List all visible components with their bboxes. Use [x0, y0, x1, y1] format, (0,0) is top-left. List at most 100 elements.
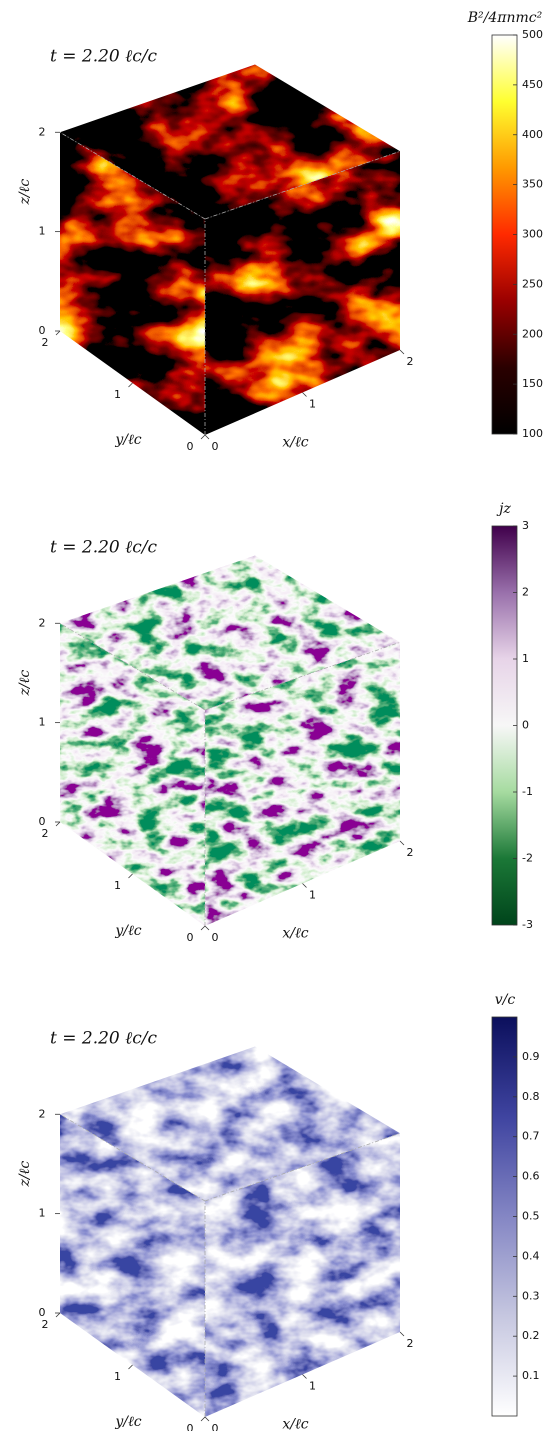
axis-tick — [200, 1416, 206, 1422]
axis-tick-label: 0 — [212, 931, 219, 944]
x-axis-label: x/ℓc — [282, 1417, 308, 1431]
axis-tick-label: 1 — [309, 889, 316, 902]
colorbar — [491, 1016, 518, 1417]
panel-title: t = 2.20 ℓc/c — [50, 538, 157, 558]
axis-tick-label: 1 — [39, 716, 46, 729]
colorbar — [491, 34, 518, 435]
cube-face — [60, 1114, 205, 1417]
colorbar-tick-label: 0.5 — [522, 1210, 540, 1223]
axis-tick-label: 2 — [407, 846, 414, 859]
colorbar-tick-label: 0.4 — [522, 1249, 540, 1262]
axis-tick — [55, 330, 61, 336]
axis-tick-label: 1 — [309, 398, 316, 411]
colorbar-tick-label: 400 — [522, 128, 543, 141]
colorbar-tick-label: 450 — [522, 78, 543, 91]
colorbar-tick-label: 0.2 — [522, 1329, 540, 1342]
colorbar-tick-label: 0.7 — [522, 1130, 540, 1143]
y-axis-label: y/ℓc — [114, 923, 141, 939]
axis-tick-label: 0 — [212, 1422, 219, 1431]
y-axis-label: y/ℓc — [114, 1414, 141, 1430]
axis-tick-label: 0 — [39, 1306, 46, 1319]
axis-tick — [200, 434, 206, 440]
cube-face — [60, 132, 205, 435]
panel: t = 2.20 ℓc/c 0 1 2 0 1 2 0 1 2 x/ℓc y/ℓc z/ℓc jz -3 -2… — [17, 501, 533, 944]
colorbar-tick-label: 1 — [522, 652, 529, 665]
z-axis-label: z/ℓc — [17, 179, 33, 206]
axis-tick — [302, 1374, 307, 1379]
axis-tick-label: 1 — [39, 225, 46, 238]
cube-face — [60, 1046, 400, 1201]
axis-tick-label: 1 — [114, 879, 121, 892]
cube-edge — [59, 622, 206, 711]
colorbar-tick-label: 250 — [522, 277, 543, 290]
colorbar-tick-label: 0 — [522, 719, 529, 732]
axis-tick-label: 2 — [39, 616, 46, 629]
cube-edge — [204, 150, 401, 220]
colorbar-tick-label: 0.9 — [522, 1050, 540, 1063]
axis-tick — [302, 392, 307, 397]
axis-tick-label: 2 — [39, 1107, 46, 1120]
z-axis-label: z/ℓc — [17, 1161, 33, 1188]
axis-tick — [128, 382, 133, 388]
panel: t = 2.20 ℓc/c012012012x/ℓcy/ℓcz/ℓcv/c0.1… — [17, 992, 540, 1431]
panel-title: t = 2.20 ℓc/c — [50, 1029, 157, 1049]
colorbar-tick-label: 350 — [522, 178, 543, 191]
axis-tick-label: 0 — [39, 324, 46, 337]
colorbar-tick-label: 0.8 — [522, 1090, 540, 1103]
axis-tick-label: 1 — [114, 388, 121, 401]
axis-tick — [55, 1312, 61, 1318]
colorbar-tick-label: 200 — [522, 327, 543, 340]
cube-edge — [59, 1113, 206, 1202]
axis-tick — [128, 873, 133, 879]
colorbar-tick-label: -2 — [522, 852, 533, 865]
axis-tick — [204, 434, 210, 440]
axis-tick — [128, 1364, 133, 1370]
colorbar-tick-label: 0.1 — [522, 1369, 540, 1382]
x-axis-label: x/ℓc — [282, 435, 308, 451]
cube-edge — [204, 1132, 401, 1202]
axis-tick-label: 1 — [39, 1207, 46, 1220]
axis-tick-label: 1 — [309, 1380, 316, 1393]
colorbar-tick-label: -3 — [522, 918, 533, 931]
colorbar — [491, 525, 518, 926]
axis-tick-label: 2 — [39, 125, 46, 138]
cube-edge — [59, 131, 206, 220]
cube-face — [60, 623, 205, 926]
axis-tick — [204, 925, 210, 931]
axis-tick-label: 2 — [407, 355, 414, 368]
axis-tick — [399, 840, 405, 846]
colorbar-tick-label: 500 — [522, 28, 543, 41]
axis-tick-label: 2 — [42, 1318, 49, 1331]
panel: t = 2.20 ℓc/c012012012x/ℓcy/ℓcz/ℓcB²/4πn… — [17, 10, 543, 453]
colorbar-tick-label: -1 — [522, 785, 533, 798]
colorbar-tick-label: 0.3 — [522, 1289, 540, 1302]
axis-tick — [55, 821, 61, 827]
y-axis-label: y/ℓc — [114, 432, 141, 448]
z-axis-label: z/ℓc — [17, 670, 33, 697]
cube-face — [60, 64, 400, 219]
cube-face — [205, 151, 400, 435]
colorbar-tick-label: 300 — [522, 228, 543, 241]
axis-tick — [399, 349, 405, 355]
panel-title: t = 2.20 ℓc/c — [50, 47, 157, 67]
axis-tick-label: 2 — [407, 1337, 414, 1350]
colorbar-label: v/c — [495, 992, 516, 1008]
axis-tick-label: 2 — [42, 336, 49, 349]
axis-tick-label: 0 — [39, 815, 46, 828]
x-axis-label: x/ℓc — [282, 926, 308, 942]
cube-face — [60, 555, 400, 710]
axis-tick — [302, 883, 307, 888]
cube-face — [205, 1133, 400, 1417]
colorbar-label: jz — [496, 501, 511, 517]
axis-tick-label: 1 — [114, 1370, 121, 1383]
axis-tick-label: 0 — [187, 440, 194, 453]
axis-tick — [399, 1331, 405, 1337]
cube-edge — [204, 641, 401, 711]
colorbar-tick-label: 150 — [522, 377, 543, 390]
colorbar-tick-label: 100 — [522, 427, 543, 440]
colorbar-tick-label: 3 — [522, 519, 529, 532]
colorbar-tick-label: 0.6 — [522, 1170, 540, 1183]
colorbar-tick-label: 2 — [522, 586, 529, 599]
cube-face — [205, 642, 400, 926]
